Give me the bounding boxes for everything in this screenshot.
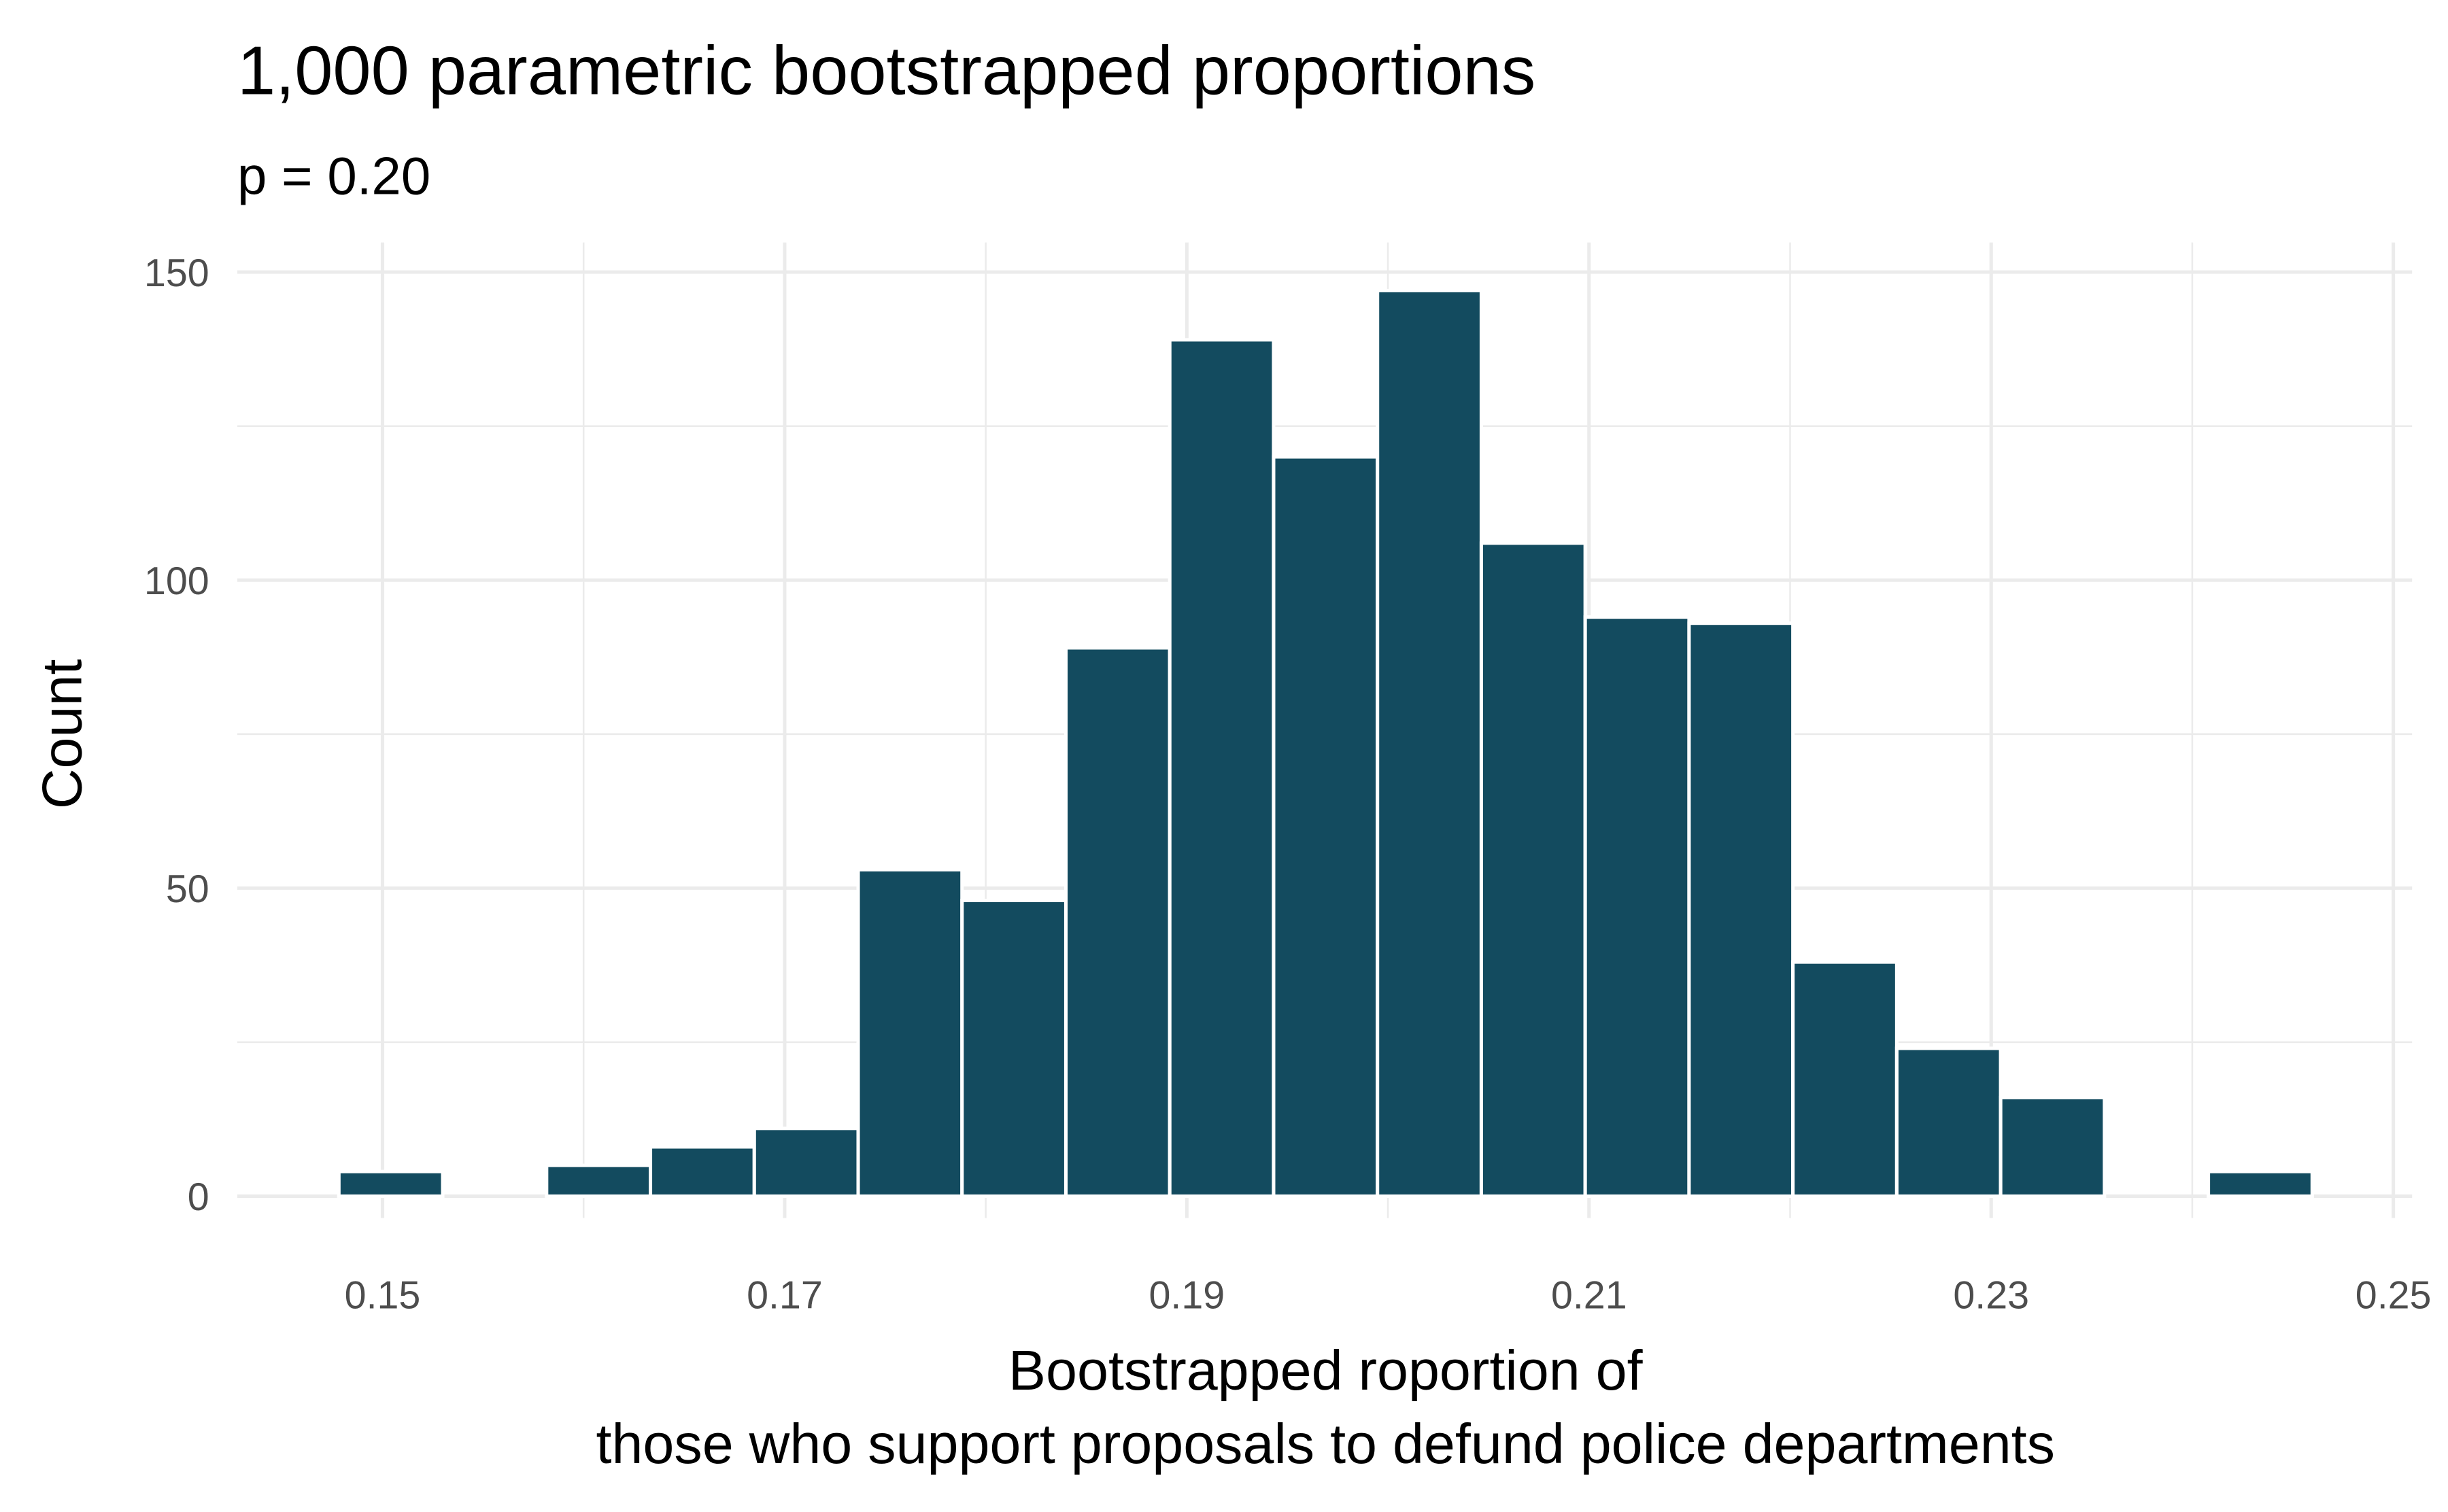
x-tick-label: 0.19	[1149, 1274, 1225, 1318]
y-tick-label: 0	[188, 1175, 209, 1219]
x-axis-title-line-1: Bootstrapped roportion of	[1008, 1339, 1644, 1402]
x-tick-label: 0.15	[345, 1274, 421, 1318]
chart-title: 1,000 parametric bootstrapped proportion…	[237, 33, 1535, 109]
x-tick-label: 0.23	[1953, 1274, 2029, 1318]
x-axis-ticks: 0.15 0.17 0.19 0.21 0.23 0.25	[345, 1274, 2432, 1318]
x-tick-label: 0.17	[747, 1274, 823, 1318]
y-axis-title: Count	[30, 659, 93, 810]
chart-subtitle: p = 0.20	[237, 145, 430, 205]
histogram-bar	[1687, 621, 1795, 1198]
histogram-bar	[1064, 646, 1172, 1198]
histogram-bar	[337, 1169, 445, 1198]
histogram-bar	[545, 1163, 653, 1198]
y-tick-label: 50	[166, 867, 209, 911]
histogram-bar	[1376, 288, 1483, 1198]
y-axis-ticks: 0 50 100 150	[144, 252, 209, 1219]
histogram-bar	[1272, 455, 1380, 1198]
histogram-bar	[1894, 1046, 2003, 1198]
histogram-bar	[649, 1145, 756, 1198]
histogram-bar	[960, 898, 1068, 1198]
histogram-bar	[1168, 338, 1276, 1198]
bars	[337, 288, 2314, 1198]
histogram-bar	[1583, 615, 1691, 1198]
histogram-bar	[1479, 541, 1587, 1198]
x-tick-label: 0.21	[1551, 1274, 1627, 1318]
histogram-bar	[2207, 1169, 2314, 1198]
x-tick-label: 0.25	[2356, 1274, 2432, 1318]
y-tick-label: 100	[144, 560, 209, 603]
histogram-bar	[856, 867, 964, 1198]
histogram-bar	[752, 1127, 860, 1198]
x-axis-title-line-2: those who support proposals to defund po…	[596, 1412, 2055, 1475]
histogram-bar	[1791, 960, 1899, 1198]
y-tick-label: 150	[144, 252, 209, 295]
histogram-bar	[1999, 1095, 2107, 1198]
